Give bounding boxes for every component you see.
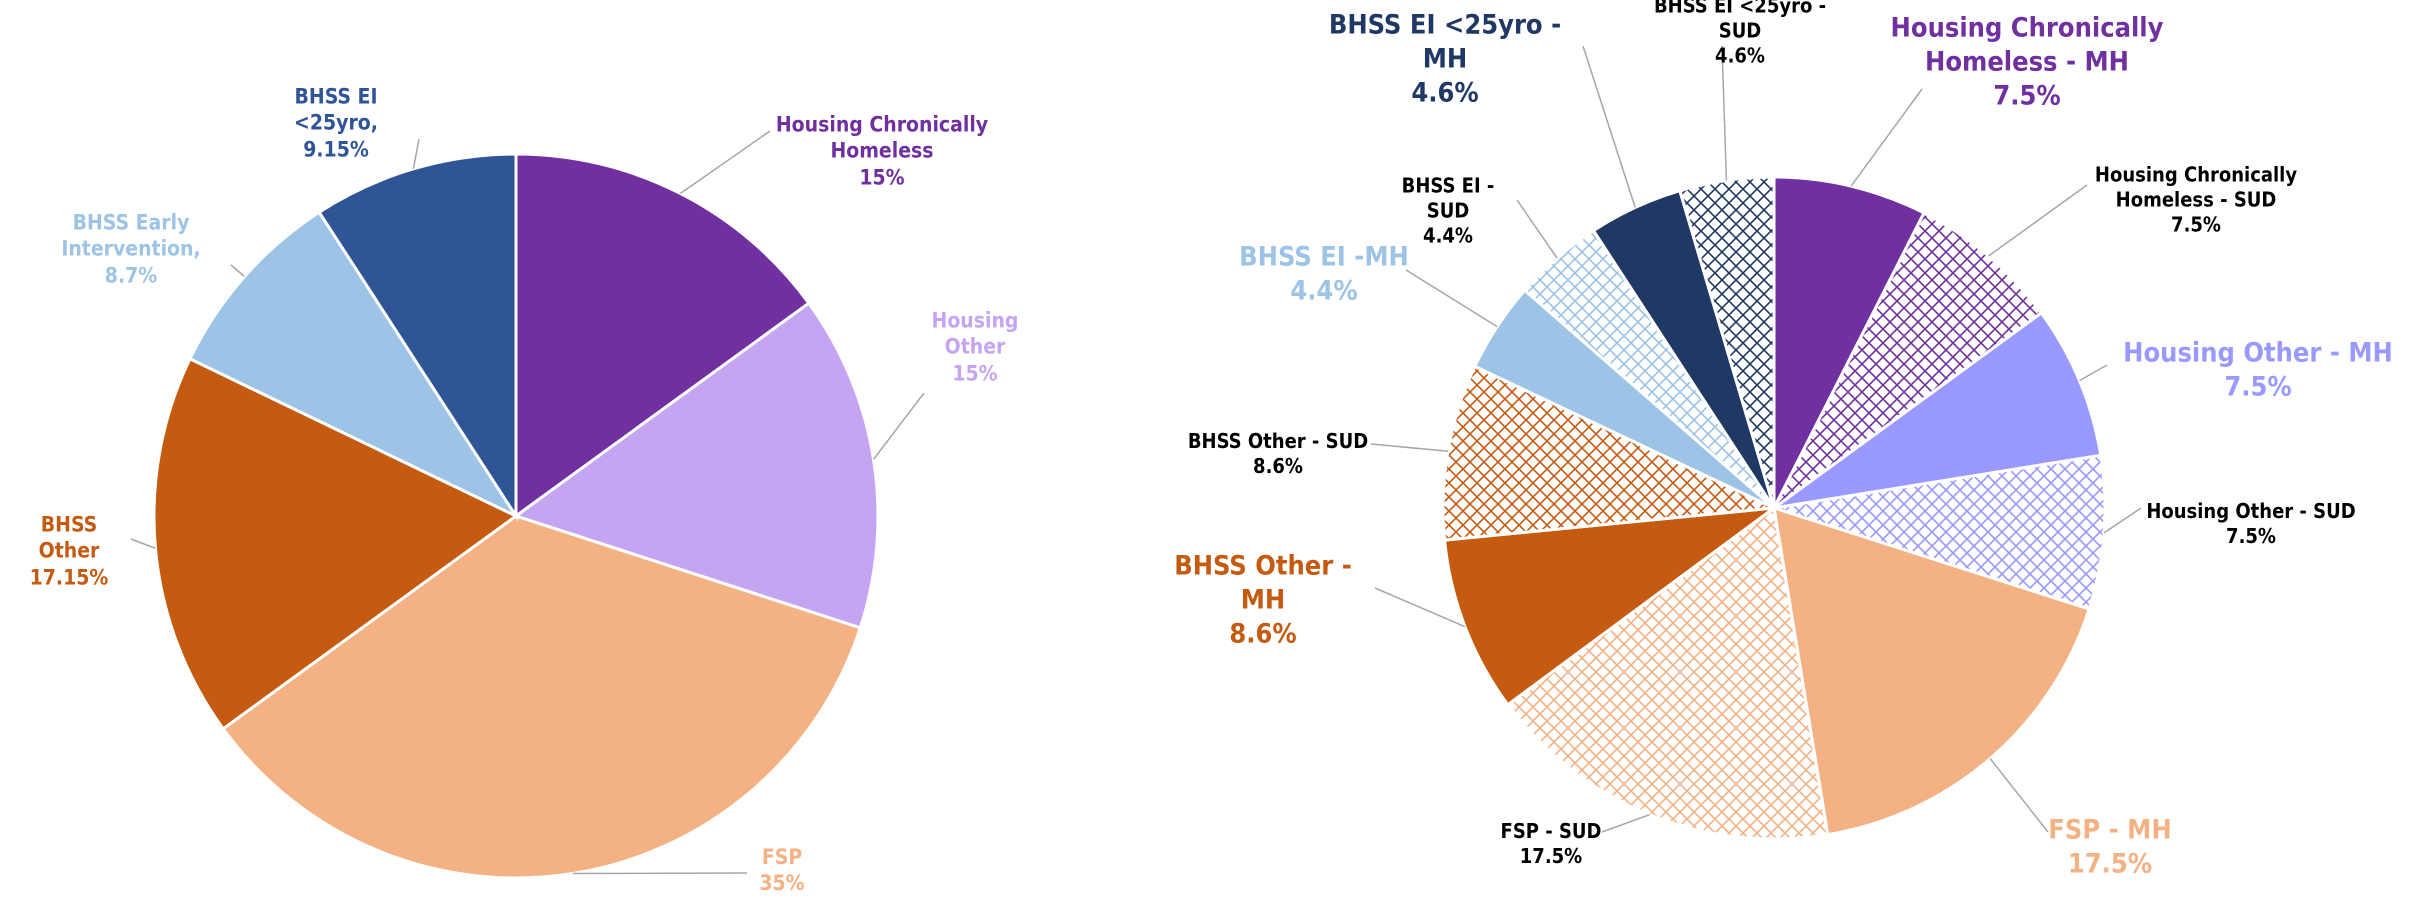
leader-line (1988, 184, 2088, 257)
slice-label: BHSS Other - MH 8.6% (1148, 549, 1378, 650)
slice-value: 17.5% (2067, 848, 2153, 879)
slice-category: Housing Other (931, 308, 1019, 359)
slice-value: 4.6% (1715, 43, 1765, 68)
slice-value: 8.6% (1229, 617, 1297, 649)
leader-line (1721, 45, 1728, 181)
slice-value: 7.5% (2171, 212, 2221, 237)
slice-value: 17.5% (1519, 844, 1583, 868)
leader-line (872, 392, 925, 460)
slice-label: Housing Other - MH 7.5% (2103, 336, 2413, 404)
leader-line (412, 138, 420, 169)
slice-label: BHSS EI <25yro -SUD 4.6% (1635, 0, 1845, 69)
leader-line (130, 538, 156, 550)
slice-category: BHSS Other - MH (1174, 550, 1352, 616)
leader-line (1989, 758, 2049, 833)
slice-value: 4.6% (1411, 76, 1479, 108)
leader-line (572, 872, 748, 875)
leader-line (679, 130, 771, 195)
slice-category: Housing Chronically Homeless (775, 112, 989, 163)
slice-value: 4.4% (1423, 223, 1473, 248)
slice-category: BHSS EI -MH (1239, 241, 1409, 273)
slice-label: BHSS Other - SUD 8.6% (1173, 429, 1383, 479)
pie-slice (152, 356, 519, 731)
slice-label: Housing Other 15% (900, 308, 1050, 387)
slice-category: FSP - MH (2048, 814, 2172, 846)
leader-line (1516, 199, 1558, 259)
slice-label: BHSS EI <25yro, 9.15% (256, 84, 416, 163)
slice-category: BHSS Other - SUD (1187, 429, 1369, 453)
slice-category: Housing Chronically Homeless - SUD (2094, 162, 2298, 212)
slice-label: BHSS Early Intervention, 8.7% (31, 210, 231, 289)
slice-category: FSP (761, 844, 803, 869)
slice-category: BHSS EI <25yro -SUD (1653, 0, 1827, 43)
leader-line (1582, 45, 1636, 208)
pie-slice (1505, 505, 1830, 841)
slice-value: 4.4% (1290, 275, 1358, 306)
leader-line (1370, 443, 1448, 452)
pie-slice (1772, 210, 2044, 510)
slice-value: 8.7% (104, 263, 158, 288)
slice-category: BHSS Other (38, 512, 100, 563)
slice-value: 8.6% (1253, 454, 1303, 478)
slice-category: BHSS EI -SUD (1401, 173, 1495, 223)
leader-line (2079, 364, 2108, 382)
slice-label: FSP - SUD 17.5% (1491, 819, 1611, 869)
leader-line (1374, 587, 1466, 628)
slice-category: BHSS EI <25yro, (294, 84, 378, 135)
pie-slice (1772, 175, 1927, 509)
slice-category: FSP - SUD (1500, 819, 1602, 843)
pie-slice (1773, 310, 2103, 510)
leader-line (1601, 813, 1650, 833)
leader-line (1850, 88, 1923, 187)
slice-value: 7.5% (2226, 524, 2276, 548)
leader-line (2103, 507, 2142, 534)
pie-slice (187, 210, 521, 520)
slice-label: Housing Other - SUD 7.5% (2121, 499, 2381, 549)
slice-value: 9.15% (303, 137, 369, 162)
leader-line (230, 264, 245, 278)
slice-category: BHSS EI <25yro - MH (1328, 9, 1562, 75)
pie-slice (514, 152, 811, 519)
pie-slice (1677, 175, 1776, 509)
slice-label: BHSS EI <25yro - MH 4.6% (1310, 8, 1580, 109)
slice-label: Housing Chronically Homeless 15% (757, 112, 1007, 191)
slice-label: BHSS EI -MH 4.4% (1229, 240, 1419, 308)
slice-label: FSP 35% (742, 844, 822, 897)
leader-line (1405, 269, 1498, 328)
slice-category: Housing Other - MH (2123, 337, 2393, 369)
slice-category: Housing Chronically Homeless - MH (1890, 12, 2164, 78)
pie-slice (512, 301, 880, 630)
slice-value: 7.5% (1993, 79, 2061, 111)
slice-value: 35% (759, 871, 805, 895)
slice-value: 15% (952, 361, 998, 386)
pie-slice (1773, 453, 2107, 611)
slice-value: 7.5% (2224, 371, 2292, 402)
slice-label: Housing Chronically Homeless - MH 7.5% (1877, 11, 2177, 112)
slice-label: Housing Chronically Homeless - SUD 7.5% (2076, 163, 2316, 238)
slice-category: BHSS Early Intervention, (61, 210, 201, 261)
slice-value: 17.15% (29, 565, 109, 590)
slice-label: BHSS Other 17.15% (9, 512, 129, 591)
slice-category: Housing Other - SUD (2146, 499, 2356, 523)
slice-label: FSP - MH 17.5% (2010, 813, 2210, 881)
pie-slice (221, 514, 863, 880)
pie-slice (1772, 505, 2092, 837)
pie-slice (317, 152, 518, 522)
slice-value: 15% (859, 165, 905, 190)
slice-label: BHSS EI -SUD 4.4% (1383, 174, 1513, 249)
